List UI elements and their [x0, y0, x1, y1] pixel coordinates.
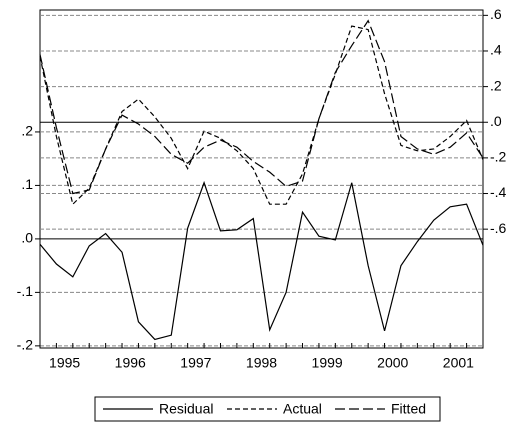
y-tick-label: .2	[21, 123, 33, 139]
series-line	[39, 180, 484, 341]
x-tick-label: 1995	[49, 355, 80, 371]
y-tick-label: -.2	[17, 337, 34, 353]
y2-tick-label: .6	[490, 6, 502, 22]
y-tick-label: .0	[21, 230, 33, 246]
legend-label: Actual	[283, 401, 322, 417]
x-tick-label: 2000	[377, 355, 408, 371]
series-line	[39, 25, 484, 206]
legend-box	[94, 396, 441, 422]
x-tick-label: 1999	[312, 355, 343, 371]
y-tick-label: .1	[21, 176, 33, 192]
series-line	[39, 19, 484, 195]
y2-tick-label: -.4	[490, 184, 507, 200]
y2-tick-label: .2	[490, 77, 502, 93]
x-tick-label: 2001	[443, 355, 474, 371]
y2-tick-label: -.6	[490, 220, 507, 236]
plot-frame	[39, 9, 484, 349]
legend-label: Residual	[159, 401, 213, 417]
legend-label: Fitted	[391, 401, 426, 417]
x-tick-label: 1997	[180, 355, 211, 371]
y2-tick-label: -.2	[490, 149, 507, 165]
y2-tick-label: .0	[490, 113, 502, 129]
x-tick-label: 1996	[115, 355, 146, 371]
x-tick-label: 1998	[246, 355, 277, 371]
y2-tick-label: .4	[490, 42, 502, 58]
y-tick-label: -.1	[17, 283, 34, 299]
